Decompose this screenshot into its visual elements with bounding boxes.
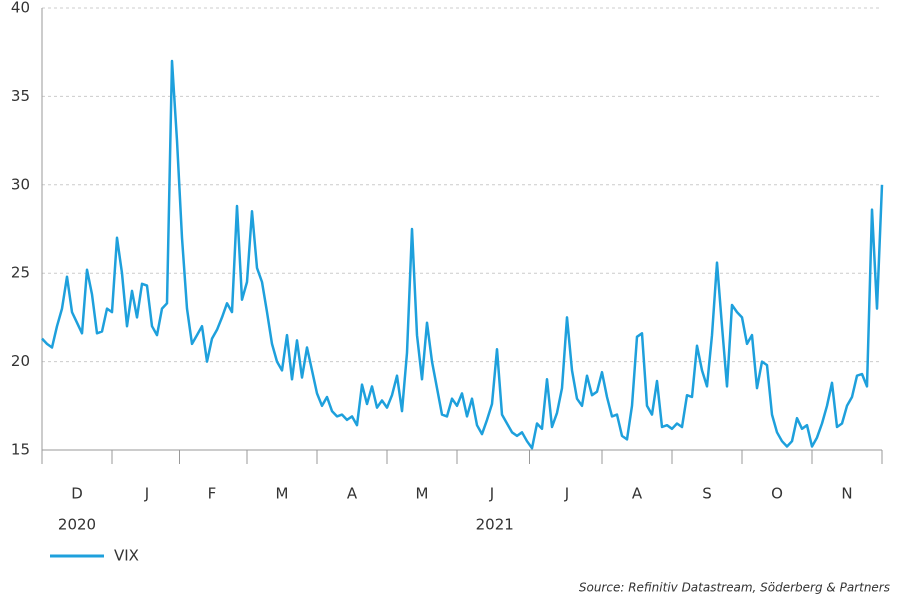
x-tick-label: D (71, 485, 83, 503)
x-tick-label: N (841, 485, 852, 503)
legend-label: VIX (114, 547, 139, 565)
x-tick-label: F (208, 485, 217, 503)
x-tick-label: J (564, 485, 569, 503)
x-tick-label: O (771, 485, 783, 503)
x-tick-label: J (144, 485, 149, 503)
source-note: Source: Refinitiv Datastream, Söderberg … (579, 581, 890, 595)
y-tick-label: 35 (11, 87, 30, 105)
x-tick-label: M (276, 485, 289, 503)
x-tick-label: S (702, 485, 712, 503)
year-label: 2020 (58, 516, 96, 534)
y-tick-label: 30 (11, 175, 30, 193)
x-tick-label: A (347, 485, 358, 503)
y-tick-label: 15 (11, 441, 30, 459)
y-tick-label: 40 (11, 0, 30, 17)
x-tick-label: J (489, 485, 494, 503)
x-tick-label: M (416, 485, 429, 503)
data-line (41, 59, 884, 450)
y-tick-label: 25 (11, 264, 30, 282)
year-label: 2021 (476, 516, 514, 534)
y-tick-label: 20 (11, 352, 30, 370)
x-tick-label: A (632, 485, 643, 503)
